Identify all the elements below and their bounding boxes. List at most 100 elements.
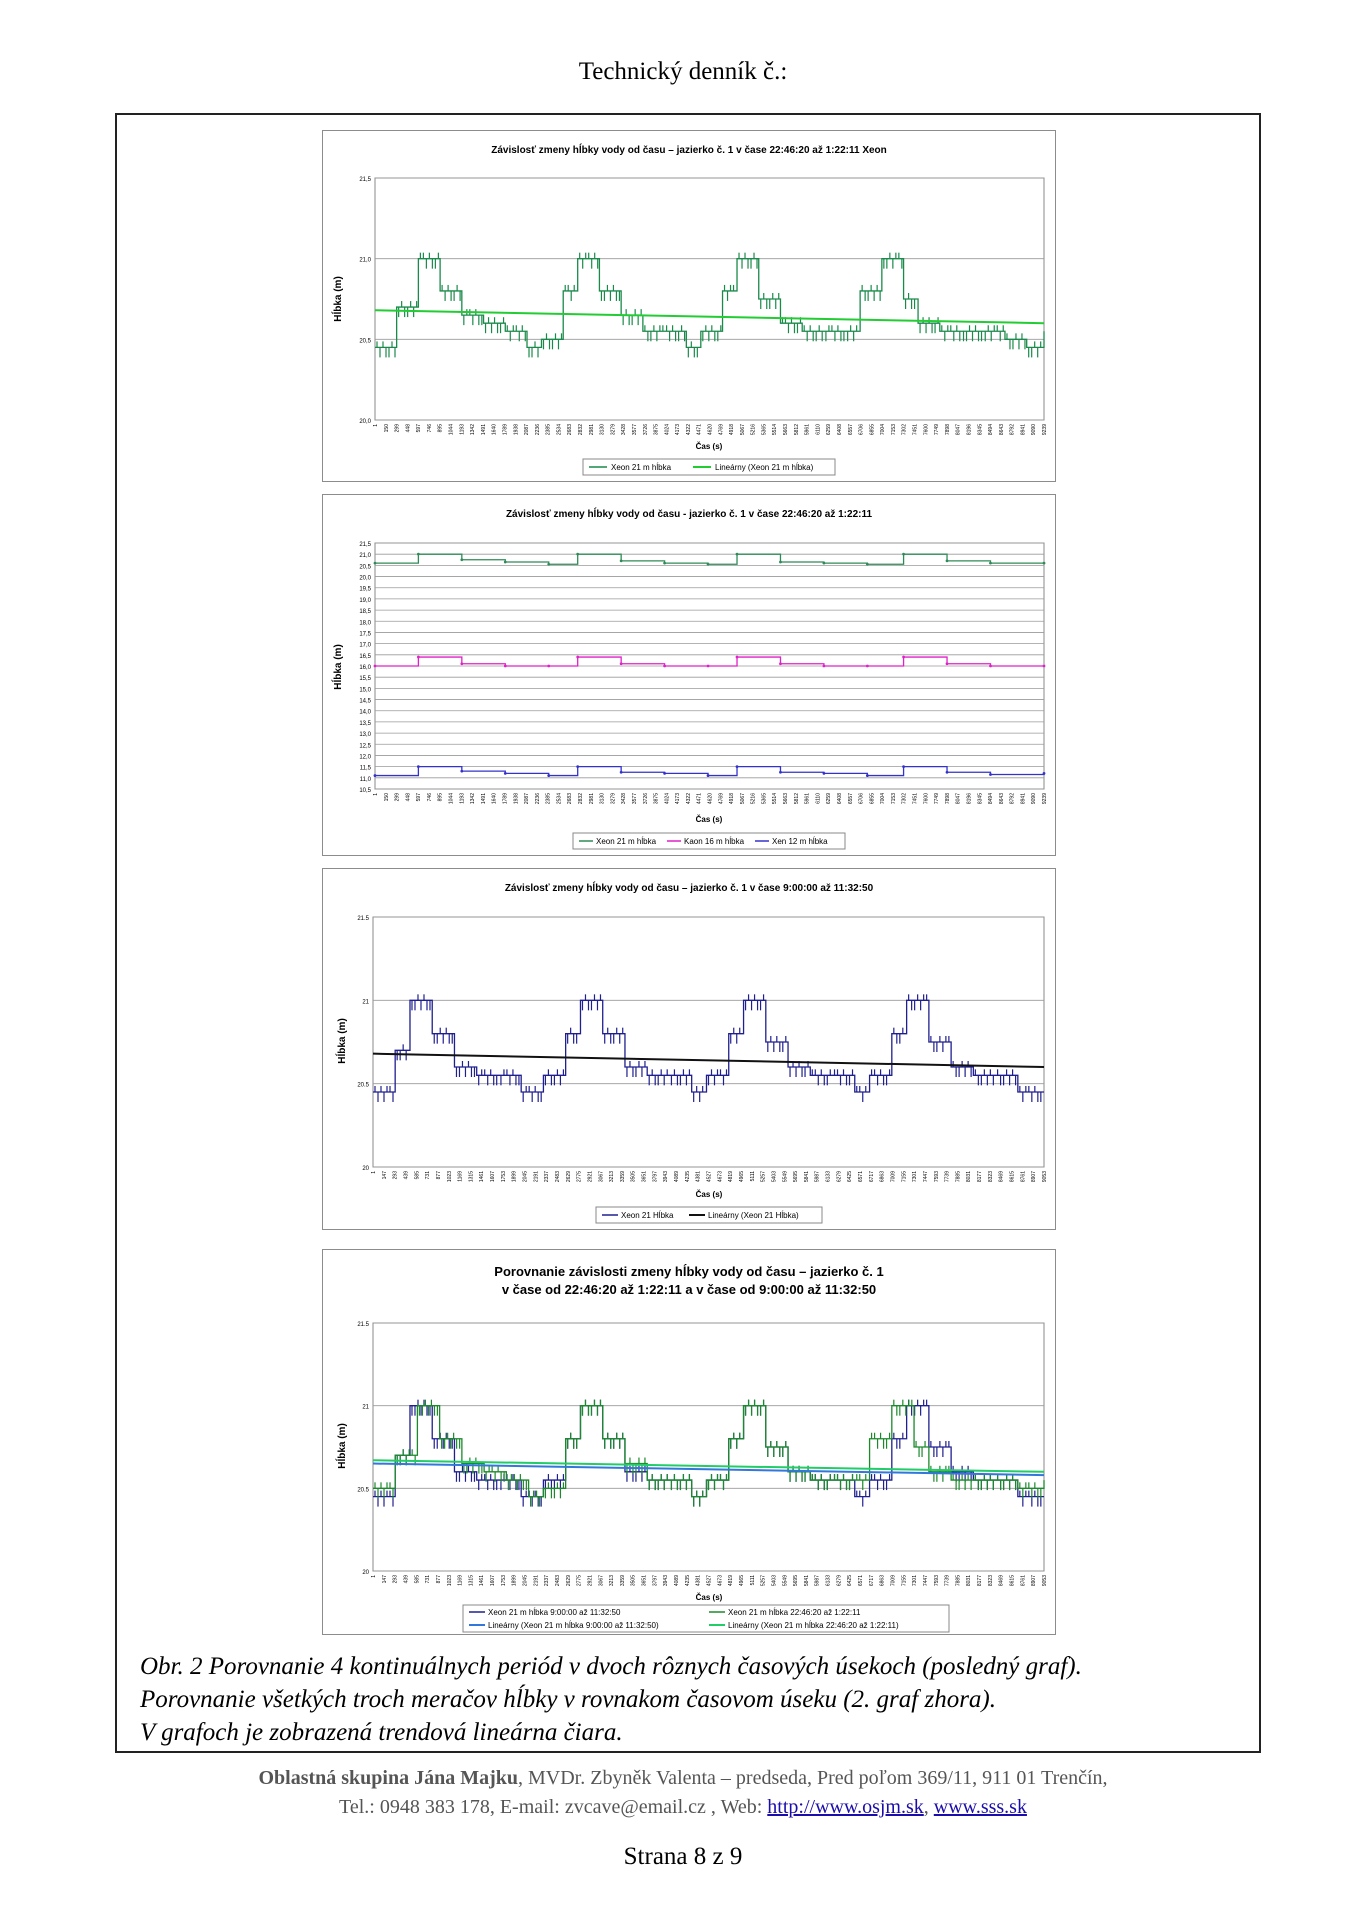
trendline-2 (374, 309, 1045, 325)
x-tick-label: 6855 (869, 793, 875, 804)
x-tick-label: 150 (384, 793, 390, 802)
x-tick-label: 4235 (685, 1171, 691, 1182)
x-tick-label: 3726 (643, 424, 649, 435)
chart-2-x-label: Čas (s) (696, 815, 723, 824)
x-tick-label: 8469 (999, 1575, 1005, 1586)
x-tick-label: 8615 (1010, 1575, 1016, 1586)
x-tick-label: 3067 (598, 1575, 604, 1586)
x-tick-label: 5663 (783, 793, 789, 804)
x-tick-label: 6425 (847, 1575, 853, 1586)
chart-3-panel: Závislosť zmeny hĺbky vody od času – jaz… (322, 868, 1056, 1230)
x-tick-label: 8345 (977, 424, 983, 435)
x-tick-label: 6259 (826, 424, 832, 435)
y-tick-label: 13,5 (359, 721, 371, 727)
x-tick-label: 3428 (621, 424, 627, 435)
x-tick-label: 3577 (632, 424, 638, 435)
x-tick-label: 6855 (869, 424, 875, 435)
x-tick-label: 439 (403, 1171, 409, 1180)
x-tick-label: 4471 (697, 793, 703, 804)
x-tick-label: 6571 (858, 1171, 864, 1182)
chart-4-legend-label-4: Lineárny (Xeon 21 m hĺbka 22:46:20 až 1:… (728, 1621, 899, 1630)
footer-link-sss[interactable]: www.sss.sk (933, 1796, 1027, 1818)
x-tick-label: 1342 (470, 424, 476, 435)
y-tick-label: 20 (362, 1166, 369, 1172)
x-tick-label: 2191 (533, 1171, 539, 1182)
chart-4-panel: Porovnanie závislosti zmeny hĺbky vody o… (322, 1249, 1056, 1635)
series-point (373, 664, 377, 668)
series-point (547, 664, 551, 668)
x-tick-label: 147 (382, 1171, 388, 1180)
x-tick-label: 7004 (880, 424, 886, 435)
x-tick-label: 3359 (620, 1171, 626, 1182)
x-tick-label: 4769 (718, 793, 724, 804)
x-tick-label: 3943 (663, 1575, 669, 1586)
x-tick-label: 746 (427, 793, 433, 802)
x-tick-label: 4918 (729, 424, 735, 435)
y-tick-label: 11,5 (360, 766, 372, 772)
chart-1-x-label: Čas (s) (696, 442, 723, 451)
chart-1-title: Závislosť zmeny hĺbky vody od času – jaz… (491, 142, 887, 156)
x-tick-label: 1 (373, 424, 379, 427)
x-tick-label: 8494 (988, 793, 994, 804)
x-tick-label: 3875 (654, 424, 660, 435)
series-point (663, 561, 667, 565)
x-tick-label: 7898 (945, 793, 951, 804)
x-tick-label: 4381 (696, 1171, 702, 1182)
x-tick-label: 4620 (708, 424, 714, 435)
y-tick-label: 20.5 (357, 1083, 369, 1089)
x-tick-label: 731 (425, 1171, 431, 1180)
x-tick-label: 6557 (848, 793, 854, 804)
x-tick-label: 7004 (880, 793, 886, 804)
chart-1-legend-label-1: Xeon 21 m hĺbka (611, 463, 672, 472)
x-tick-label: 2483 (555, 1171, 561, 1182)
x-tick-label: 5812 (794, 424, 800, 435)
x-tick-label: 1023 (447, 1575, 453, 1586)
chart-3-x-ticks: 1 147 293 439 585 731 877 1023 1169 1315 1461 1607 1… (371, 1171, 1048, 1182)
series-point (619, 770, 623, 774)
figure-caption: Obr. 2 Porovnanie 4 kontinuálnych periód… (140, 1650, 1240, 1749)
series-point (945, 662, 949, 666)
footer-link-osjm[interactable]: http://www.osjm.sk (767, 1796, 924, 1818)
x-tick-label: 2385 (546, 424, 552, 435)
x-tick-label: 9239 (1042, 424, 1048, 435)
x-tick-label: 5549 (782, 1171, 788, 1182)
x-tick-label: 2191 (533, 1575, 539, 1586)
series-point (706, 562, 710, 566)
x-tick-label: 439 (403, 1575, 409, 1584)
y-tick-label: 21,5 (359, 177, 371, 183)
series-line-1 (375, 258, 1045, 349)
chart-2-title: Závislosť zmeny hĺbky vody od času - jaz… (506, 506, 873, 520)
x-tick-label: 8941 (1020, 793, 1026, 804)
x-tick-label: 8031 (966, 1171, 972, 1182)
x-tick-label: 5403 (771, 1171, 777, 1182)
chart-3-title: Závislosť zmeny hĺbky vody od času – jaz… (505, 880, 874, 894)
y-tick-label: 19,0 (359, 598, 371, 604)
y-tick-label: 20,0 (359, 419, 371, 425)
x-tick-label: 6706 (859, 424, 865, 435)
chart-3-y-label: Hĺbka (m) (334, 1018, 348, 1064)
x-tick-label: 3875 (654, 793, 660, 804)
series-point (460, 662, 464, 666)
series-point (576, 552, 580, 556)
x-tick-label: 7898 (945, 424, 951, 435)
x-tick-label: 8792 (1010, 424, 1016, 435)
series-point (619, 559, 623, 563)
series-point (735, 552, 739, 556)
x-tick-label: 3428 (621, 793, 627, 804)
series-point (735, 655, 739, 659)
x-tick-label: 5841 (804, 1171, 810, 1182)
x-tick-label: 4965 (739, 1171, 745, 1182)
x-tick-label: 5987 (815, 1171, 821, 1182)
chart-4-svg: Porovnanie závislosti zmeny hĺbky vody o… (334, 1264, 1048, 1633)
x-tick-label: 5514 (772, 424, 778, 435)
x-tick-label: 6557 (848, 424, 854, 435)
x-tick-label: 6863 (880, 1575, 886, 1586)
y-tick-label: 21 (362, 1405, 369, 1411)
x-tick-label: 8761 (1020, 1575, 1026, 1586)
x-tick-label: 5111 (750, 1171, 756, 1182)
chart-4-x-label: Čas (s) (696, 1593, 723, 1602)
chart-3-gridlines (373, 916, 1044, 1168)
x-tick-label: 1938 (513, 424, 519, 435)
x-tick-label: 1 (371, 1575, 377, 1578)
chart-1-y-label: Hĺbka (m) (330, 276, 344, 322)
